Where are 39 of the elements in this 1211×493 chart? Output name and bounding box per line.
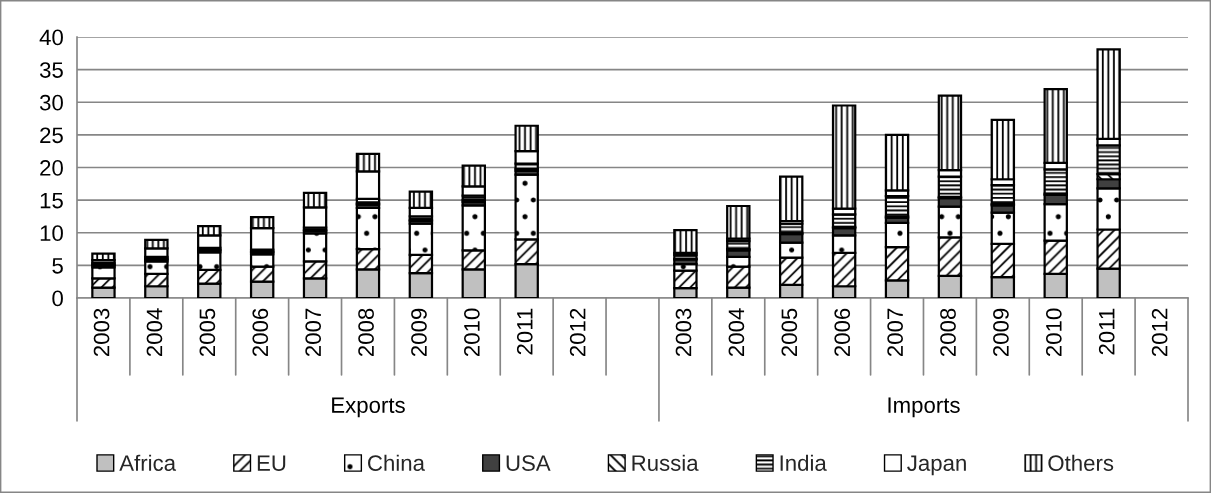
y-tick-label: 5 [52,258,63,274]
y-tick-label: 25 [40,127,63,144]
legend-label: Africa [119,454,177,471]
x-tick-label: 2012 [1151,308,1168,357]
y-tick-label: 35 [39,62,63,78]
x-tick-label: 2003 [93,308,110,357]
x-tick-label: 2006 [252,308,269,357]
y-tick-label: 30 [39,94,63,111]
y-tick-label: 20 [40,160,63,176]
legend-label: USA [506,455,551,471]
x-tick-label: 2004 [146,308,163,357]
text: Imports [888,397,960,418]
x-tick-label: 2011 [516,308,533,355]
x-tick-label: 2009 [993,308,1009,357]
x-tick-label: 2011 [1098,308,1115,355]
y-tick-label: 15 [40,192,63,209]
y-tick-label: 40 [39,29,63,46]
legend-label: EU [257,455,286,471]
legend-label: China [368,454,425,471]
x-tick-label: 2006 [834,308,851,357]
y-tick-label: 0 [52,290,63,307]
x-tick-label: 2003 [675,308,692,357]
x-tick-label: 2008 [358,308,374,357]
legend-label: India [780,454,827,471]
x-tick-label: 2008 [940,308,956,357]
legend-label: Others [1048,454,1114,471]
x-tick-label: 2009 [411,308,427,357]
y-tick-label: 10 [40,225,63,242]
x-tick-label: 2010 [464,308,480,357]
x-tick-label: 2004 [728,308,745,357]
x-tick-label: 2007 [305,308,322,357]
legend-label: Russia [632,454,699,471]
x-tick-label: 2012 [569,308,586,357]
text: Exports [332,397,405,418]
x-tick-label: 2007 [887,308,903,357]
x-tick-label: 2005 [781,308,798,357]
legend-label: Japan [907,455,966,476]
x-tick-label: 2010 [1045,308,1062,357]
x-tick-label: 2005 [199,308,216,357]
